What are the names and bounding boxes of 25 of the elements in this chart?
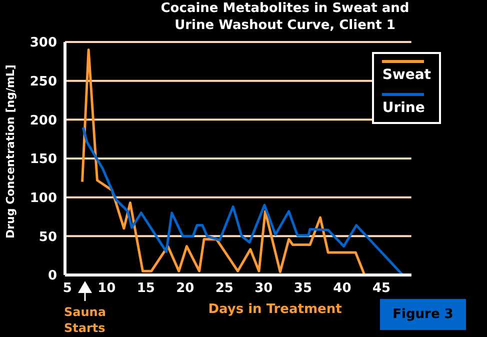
y-axis-title: Drug Concentration [ng/mL] [4, 64, 17, 238]
y-tick-label: 250 [30, 74, 57, 90]
x-tick-label: 15 [136, 281, 155, 296]
y-tick-label: 150 [30, 152, 57, 168]
chart-title: Cocaine Metabolites in Sweat and Urine Washout Curve, Client 1 [160, 0, 410, 34]
x-tick-label: 40 [333, 281, 352, 296]
x-tick-label: 25 [215, 281, 234, 296]
caption: Figure 3 [380, 299, 466, 330]
x-tick-label: 20 [176, 281, 194, 296]
y-tick-label: 300 [30, 36, 57, 51]
legend-label: Sweat [382, 67, 431, 83]
x-axis-title: Days in Treatment [207, 302, 343, 317]
y-tick-label: 200 [30, 113, 57, 128]
x-tick-label: 5 [62, 281, 72, 296]
legend-label: Urine [382, 100, 426, 116]
x-tick-label: 45 [372, 281, 391, 296]
x-tick-label: 35 [294, 281, 312, 296]
y-tick-label: 100 [30, 190, 57, 206]
line-series [82, 126, 404, 275]
x-tick-label: 30 [254, 281, 273, 296]
line-series [81, 48, 366, 275]
text: Sauna Starts [64, 304, 107, 336]
x-tick-label: 10 [98, 281, 116, 296]
y-tick-label: 50 [38, 230, 57, 245]
y-tick-label: 0 [48, 268, 57, 284]
